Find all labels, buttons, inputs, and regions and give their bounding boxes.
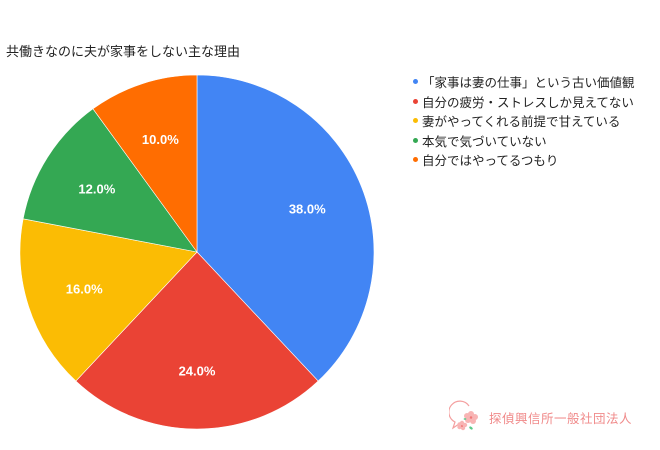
pie-slice [22, 108, 198, 253]
legend-label: 自分の疲労・ストレスしか見えてない [422, 94, 634, 110]
slice-percent-label: 38.0% [289, 201, 326, 216]
chart-legend: 「家事は妻の仕事」という古い価値観 自分の疲労・ストレスしか見えてない 妻がやっ… [413, 72, 635, 170]
legend-label: 妻がやってくれる前提で甘えている [422, 114, 621, 130]
legend-item: 本気で気づいていない [413, 131, 635, 151]
watermark-logo: 探偵興信所一般社団法人 [449, 400, 632, 434]
pie-slice [19, 218, 198, 382]
sakura-speech-bubble-icon [449, 400, 478, 431]
watermark-text: 探偵興信所一般社団法人 [489, 410, 633, 426]
slice-percent-label: 12.0% [78, 181, 115, 196]
legend-dot-icon [413, 157, 418, 163]
slice-percent-label: 16.0% [66, 282, 103, 297]
legend-item: 自分の疲労・ストレスしか見えてない [413, 92, 635, 112]
legend-dot-icon [413, 98, 418, 104]
legend-item: 妻がやってくれる前提で甘えている [413, 111, 635, 131]
pie-slice [75, 251, 319, 430]
pie-slice [196, 74, 375, 382]
legend-label: 自分ではやってるつもり [422, 153, 559, 169]
legend-label: 「家事は妻の仕事」という古い価値観 [422, 75, 635, 91]
legend-item: 「家事は妻の仕事」という古い価値観 [413, 72, 635, 92]
slice-percent-label: 24.0% [179, 364, 216, 379]
legend-dot-icon [413, 79, 418, 85]
legend-dot-icon [413, 118, 418, 124]
legend-label: 本気で気づいていない [422, 133, 547, 149]
chart-title: 共働きなのに夫が家事をしない主な理由 [6, 45, 241, 60]
pie-slice [92, 74, 198, 253]
legend-item: 自分ではやってるつもり [413, 150, 635, 170]
slice-percent-label: 10.0% [142, 132, 179, 147]
legend-dot-icon [413, 137, 418, 143]
